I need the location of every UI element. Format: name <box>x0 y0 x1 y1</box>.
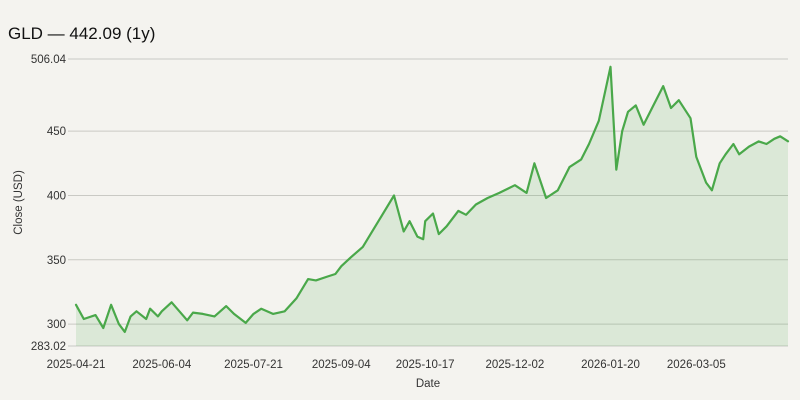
y-tick-label: 350 <box>47 255 66 267</box>
x-tick-label: 2025-07-21 <box>224 359 283 371</box>
chart-title: GLD — 442.09 (1y) <box>8 24 156 43</box>
y-tick-label: 283.02 <box>31 341 66 353</box>
x-tick-label: 2025-12-02 <box>485 359 544 371</box>
x-tick-label: 2025-06-04 <box>132 359 191 371</box>
x-tick-label: 2025-04-21 <box>47 359 106 371</box>
x-tick-label: 2025-09-04 <box>312 359 371 371</box>
y-tick-label: 450 <box>47 126 66 138</box>
y-tick-label: 506.04 <box>31 54 67 66</box>
x-axis-label: Date <box>416 378 440 390</box>
series-area-fill <box>76 66 788 347</box>
y-axis-label: Close (USD) <box>13 170 25 235</box>
y-tick-label: 300 <box>47 319 66 331</box>
series-line <box>74 65 790 333</box>
x-tick-label: 2025-10-17 <box>396 359 455 371</box>
x-tick-label: 2026-03-05 <box>667 359 726 371</box>
y-tick-label: 400 <box>47 190 66 202</box>
x-tick-label: 2026-01-20 <box>581 359 640 371</box>
